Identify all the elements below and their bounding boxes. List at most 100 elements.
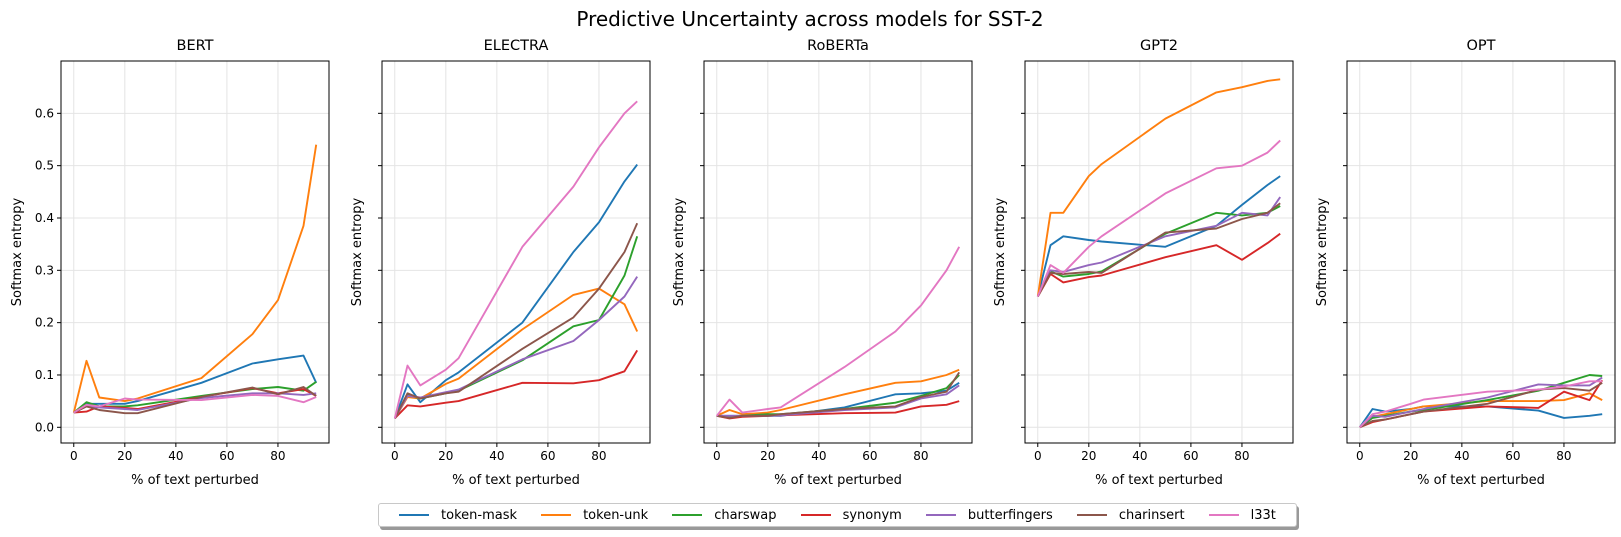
x-axis-label: % of text perturbed	[1417, 473, 1545, 488]
series-line-opt-charswap	[1359, 374, 1603, 429]
series-line-gpt2-token-unk	[1036, 78, 1281, 297]
x-tick-label: 0	[70, 449, 78, 463]
panel-roberta: 0 20 40 60 80 RoBERTa % of text perturbed Softm…	[672, 38, 973, 488]
x-tick-label: 20	[1081, 449, 1096, 463]
x-tick-label: 40	[1454, 449, 1469, 463]
plot-frame	[1346, 60, 1616, 444]
legend-label: charswap	[714, 507, 777, 523]
plot-frame	[1024, 60, 1294, 444]
x-tick-label: 20	[117, 449, 132, 463]
x-tick-label: 60	[862, 449, 877, 463]
legend-swatch	[672, 514, 703, 516]
y-tick-label: 0.5	[35, 159, 54, 173]
x-tick-label: 20	[438, 449, 453, 463]
x-tick-label: 40	[811, 449, 826, 463]
series-line-gpt2-butterfingers	[1036, 196, 1281, 297]
figure-title: Predictive Uncertainty across models for…	[576, 7, 1043, 31]
series-line-bert-token-unk	[72, 144, 318, 413]
plot-frame	[381, 60, 651, 444]
legend-swatch	[1076, 514, 1107, 516]
series-line-roberta-token-unk	[716, 368, 960, 417]
panel-opt: 0 20 40 60 80 OPT % of text perturbed Softmax e…	[1315, 38, 1616, 488]
x-tick-label: 0	[391, 449, 399, 463]
series-line-gpt2-l33t	[1036, 139, 1281, 297]
panel-title: RoBERTa	[807, 38, 869, 54]
panel-title: ELECTRA	[484, 38, 549, 54]
y-tick-label: 0.4	[35, 211, 54, 225]
legend-item-charswap: charswap	[672, 507, 777, 523]
x-tick-label: 0	[713, 449, 721, 463]
x-tick-label: 40	[489, 449, 504, 463]
legend-label: charinsert	[1118, 507, 1185, 523]
legend-item-butterfingers: butterfingers	[925, 507, 1053, 523]
y-tick-label: 0.2	[35, 316, 54, 330]
legend-item-token-mask: token-mask	[399, 508, 517, 523]
legend-swatch	[399, 514, 430, 516]
legend-label: token-mask	[441, 507, 518, 523]
legend-swatch	[1208, 514, 1239, 516]
y-tick-label: 0.0	[35, 420, 54, 434]
x-tick-label: 0	[1356, 449, 1364, 463]
x-tick-label: 80	[1234, 449, 1249, 463]
y-tick-label: 0.6	[35, 106, 54, 120]
x-tick-label: 60	[540, 449, 555, 463]
panel-title: OPT	[1466, 38, 1495, 54]
series-line-opt-l33t	[1359, 380, 1603, 428]
legend-label: token-unk	[583, 507, 649, 523]
legend-item-l33t: l33t	[1208, 507, 1276, 523]
series-line-gpt2-charinsert	[1036, 202, 1281, 297]
legend-swatch	[800, 514, 831, 516]
y-axis-label: Softmax entropy	[993, 197, 1008, 306]
series-line-opt-charinsert	[1359, 381, 1603, 429]
x-axis-label: % of text perturbed	[1095, 473, 1223, 488]
x-tick-label: 60	[1183, 449, 1198, 463]
plot-frame	[60, 60, 330, 444]
legend-swatch	[541, 514, 572, 516]
series-line-roberta-l33t	[716, 246, 961, 417]
y-tick-label: 0.1	[35, 368, 54, 382]
panels: 0 20 40 60 80 0.0 0.1 0.2 0.3 0.4 0.5 0.6 BERT % of t…	[10, 38, 1616, 488]
y-axis-label: Softmax entropy	[350, 197, 365, 306]
y-axis-label: Softmax entropy	[1315, 197, 1330, 306]
legend-item-synonym: synonym	[800, 507, 902, 523]
panel-title: BERT	[177, 38, 214, 54]
y-axis-label: Softmax entropy	[672, 197, 687, 306]
legend: token-mask token-unk charswap synonym butter…	[378, 503, 1297, 527]
plot-frame	[703, 60, 973, 444]
x-tick-label: 80	[1556, 449, 1571, 463]
series-line-gpt2-token-mask	[1036, 175, 1281, 297]
series-line-opt-butterfingers	[1359, 376, 1603, 429]
x-tick-label: 80	[591, 449, 606, 463]
x-tick-label: 20	[1403, 449, 1418, 463]
series-line-electra-l33t	[393, 100, 638, 419]
x-tick-label: 40	[1132, 449, 1147, 463]
series-line-gpt2-synonym	[1036, 232, 1281, 297]
series-line-bert-charinsert	[73, 386, 317, 415]
series-line-bert-token-mask	[73, 354, 318, 414]
series-line-bert-butterfingers	[73, 392, 317, 414]
x-tick-label: 0	[1034, 449, 1042, 463]
panel-gpt2: 0 20 40 60 80 GPT2 % of text perturbed Softmax …	[993, 38, 1294, 488]
panel-bert: 0 20 40 60 80 0.0 0.1 0.2 0.3 0.4 0.5 0.6 BERT % of t…	[10, 38, 330, 488]
series-line-opt-token-mask	[1359, 405, 1603, 428]
x-tick-label: 60	[219, 449, 234, 463]
legend-label: synonym	[842, 507, 902, 523]
legend-label: butterfingers	[967, 507, 1053, 523]
x-tick-label: 60	[1505, 449, 1520, 463]
series-line-roberta-charinsert	[716, 371, 960, 419]
legend-swatch	[925, 514, 956, 516]
x-axis-label: % of text perturbed	[452, 473, 580, 488]
legend-item-token-unk: token-unk	[541, 508, 648, 523]
x-tick-label: 40	[168, 449, 183, 463]
series-line-roberta-butterfingers	[716, 384, 960, 417]
y-tick-label: 0.3	[35, 263, 54, 277]
panel-electra: 0 20 40 60 80 ELECTRA % of text perturbed Softm…	[350, 38, 651, 488]
y-axis-label: Softmax entropy	[10, 197, 25, 306]
legend-label: l33t	[1250, 507, 1276, 523]
series-line-electra-synonym	[394, 349, 639, 420]
legend-item-charinsert: charinsert	[1076, 507, 1185, 523]
x-axis-label: % of text perturbed	[774, 473, 902, 488]
series-line-electra-charinsert	[393, 222, 639, 419]
series-line-bert-l33t	[73, 393, 317, 414]
